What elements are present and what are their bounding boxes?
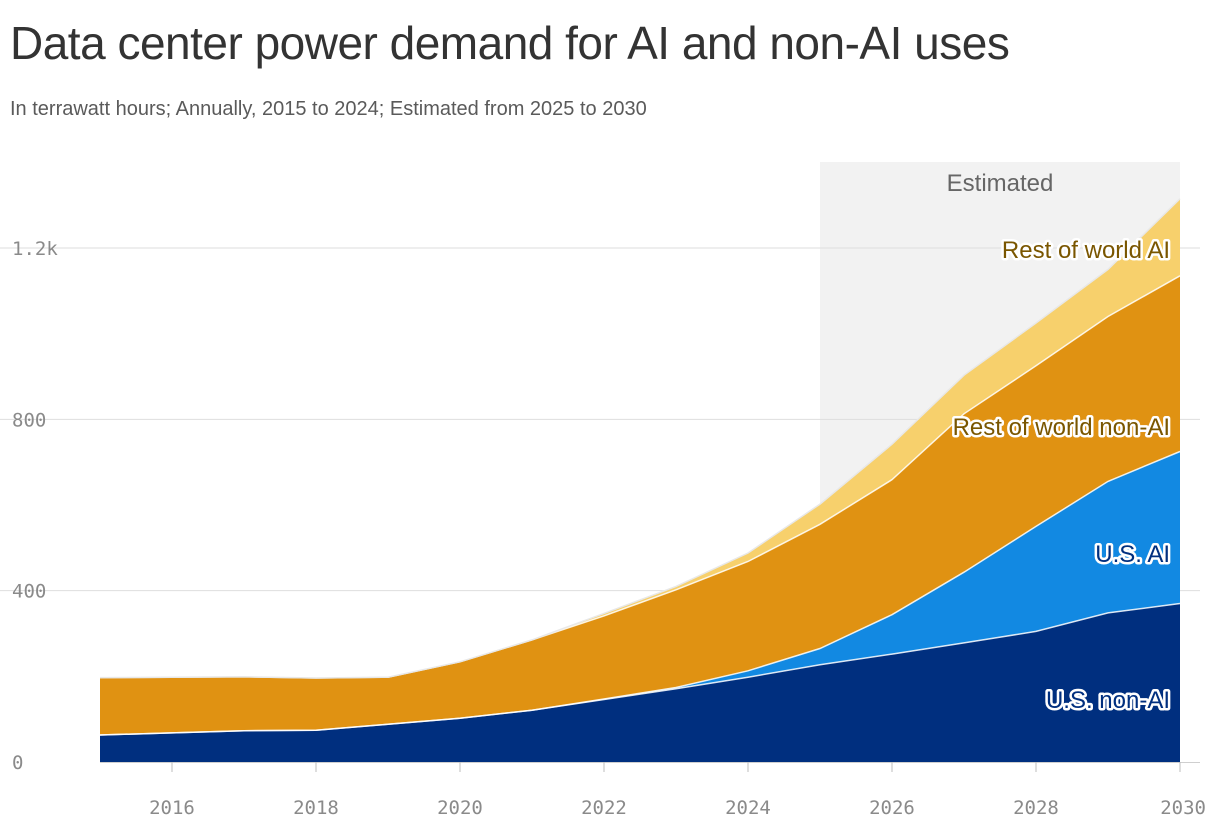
x-tick-label: 2026 [869, 797, 915, 819]
series-label-rest-of-world-non-ai: Rest of world non-AI [953, 414, 1170, 441]
x-tick-label: 2018 [293, 797, 339, 819]
y-tick-label: 400 [12, 581, 46, 603]
series-label-u-s-ai: U.S. AI [1095, 541, 1170, 568]
x-tick-label: 2030 [1160, 797, 1206, 819]
area-u-s-ai [100, 451, 1180, 735]
y-tick-label: 1.2k [12, 238, 58, 260]
area-rest-of-world-non-ai [100, 275, 1180, 735]
series-separator [99, 450, 1181, 736]
y-tick-label: 800 [12, 409, 46, 431]
area-u-s-non-ai [100, 603, 1180, 762]
x-tick-label: 2022 [581, 797, 627, 819]
estimated-label: Estimated [947, 170, 1054, 197]
x-tick-label: 2016 [149, 797, 195, 819]
series-label-rest-of-world-ai: Rest of world AI [1002, 237, 1170, 264]
chart-subtitle: In terrawatt hours; Annually, 2015 to 20… [10, 98, 647, 120]
x-tick-label: 2024 [725, 797, 771, 819]
x-tick-label: 2028 [1013, 797, 1059, 819]
y-tick-label: 0 [12, 752, 23, 774]
x-tick-label: 2020 [437, 797, 483, 819]
total-outline [99, 198, 1181, 679]
series-label-u-s-non-ai: U.S. non-AI [1046, 687, 1170, 714]
chart-title: Data center power demand for AI and non-… [10, 17, 1010, 69]
